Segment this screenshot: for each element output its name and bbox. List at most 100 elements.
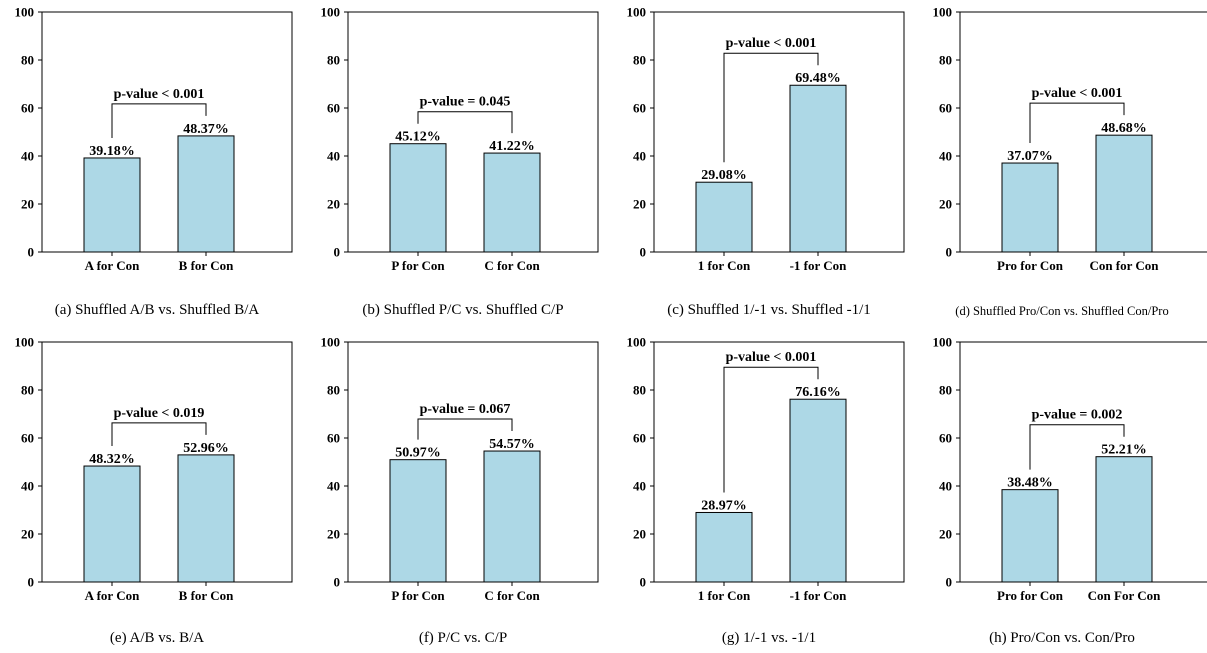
y-tick-label: 20	[633, 197, 646, 212]
y-tick-label: 20	[633, 527, 646, 542]
y-tick-label: 80	[633, 53, 646, 68]
x-tick-label: -1 for Con	[790, 258, 848, 273]
x-tick-label: 1 for Con	[698, 588, 751, 603]
significance-bracket	[723, 52, 819, 163]
plot-frame	[347, 11, 599, 253]
y-tick-label: 80	[939, 383, 952, 398]
chart-panel-g: 0 20 40 60 80 100 1 for Con 28.97% -1 for Con 76.…	[612, 330, 912, 620]
caption-e: (e) A/B vs. B/A	[109, 630, 205, 646]
x-tick-label: C for Con	[484, 588, 540, 603]
caption-c: (c) Shuffled 1/-1 vs. Shuffled -1/1	[667, 302, 871, 318]
y-tick-label: 80	[21, 53, 34, 68]
bar-chart-svg: 0 20 40 60 80 100 Pro for Con 38.48% Con For Con…	[933, 335, 1207, 603]
y-tick-label: 0	[946, 245, 953, 260]
plot-frame	[347, 341, 599, 583]
caption-g: (g) 1/-1 vs. -1/1	[721, 630, 817, 646]
y-tick-label: 100	[933, 335, 953, 350]
y-tick-label: 80	[21, 383, 34, 398]
y-tick-label: 60	[327, 101, 340, 116]
data-label: 38.48%	[1007, 476, 1053, 491]
y-tick-label: 20	[939, 527, 952, 542]
y-tick-label: 60	[21, 101, 34, 116]
plot-frame	[41, 11, 293, 253]
x-tick-label: Pro for Con	[997, 258, 1064, 273]
bar	[483, 152, 541, 253]
bar-chart-svg: 0 20 40 60 80 100 Pro for Con 37.07% Con for Con…	[933, 5, 1207, 273]
y-tick-label: 0	[946, 575, 953, 590]
data-label: 37.07%	[1007, 149, 1053, 164]
chart-panel-e: 0 20 40 60 80 100 A for Con 48.32% B for Con 52.9…	[0, 330, 300, 620]
x-tick-label: A for Con	[85, 588, 140, 603]
y-tick-label: 100	[627, 5, 647, 20]
data-label: 54.57%	[489, 437, 535, 452]
caption-a: (a) Shuffled A/B vs. Shuffled B/A	[54, 302, 260, 318]
y-tick-label: 60	[633, 431, 646, 446]
chart-panel-c: 0 20 40 60 80 100 1 for Con 29.08% -1 for Con 69.…	[612, 0, 912, 290]
data-label: 48.68%	[1101, 121, 1147, 136]
chart-panel-h: 0 20 40 60 80 100 Pro for Con 38.48% Con For Con…	[918, 330, 1207, 620]
bar-chart-svg: 0 20 40 60 80 100 P for Con 50.97% C for Con 54.5…	[321, 335, 599, 603]
plot-frame	[653, 341, 905, 583]
data-label: 48.32%	[89, 452, 135, 467]
y-tick-label: 20	[327, 197, 340, 212]
caption-b: (b) Shuffled P/C vs. Shuffled C/P	[362, 302, 564, 318]
bar	[483, 450, 541, 583]
x-tick-label: -1 for Con	[790, 588, 848, 603]
x-tick-label: B for Con	[179, 258, 234, 273]
y-tick-label: 40	[939, 149, 952, 164]
data-label: 39.18%	[89, 144, 135, 159]
p-value-label: p-value < 0.001	[726, 36, 817, 51]
y-tick-label: 20	[21, 527, 34, 542]
bar	[389, 459, 447, 583]
x-tick-label: Pro for Con	[997, 588, 1064, 603]
caption-f: (f) P/C vs. C/P	[418, 630, 508, 646]
y-tick-label: 40	[21, 479, 34, 494]
y-tick-label: 0	[28, 245, 35, 260]
p-value-label: p-value < 0.001	[114, 87, 205, 102]
data-label: 48.37%	[183, 122, 229, 137]
y-tick-label: 60	[633, 101, 646, 116]
significance-bracket	[111, 422, 207, 447]
bar	[83, 157, 141, 253]
y-tick-label: 80	[327, 53, 340, 68]
bar	[177, 454, 235, 583]
x-tick-label: B for Con	[179, 588, 234, 603]
x-tick-label: 1 for Con	[698, 258, 751, 273]
plot-frame	[959, 341, 1207, 583]
bar	[789, 84, 847, 253]
y-tick-label: 100	[627, 335, 647, 350]
y-tick-label: 0	[334, 575, 341, 590]
plot-frame	[959, 11, 1207, 253]
significance-bracket	[417, 418, 513, 440]
y-tick-label: 100	[321, 335, 341, 350]
y-tick-label: 20	[939, 197, 952, 212]
p-value-label: p-value < 0.019	[114, 406, 205, 421]
bar-chart-svg: 0 20 40 60 80 100 1 for Con 28.97% -1 for Con 76.…	[627, 335, 905, 603]
significance-bracket	[111, 103, 207, 138]
p-value-label: p-value = 0.002	[1032, 408, 1123, 423]
plot-frame	[653, 11, 905, 253]
x-tick-label: Con For Con	[1088, 588, 1161, 603]
y-tick-label: 60	[327, 431, 340, 446]
data-label: 45.12%	[395, 130, 441, 145]
bar-chart-svg: 0 20 40 60 80 100 A for Con 48.32% B for Con 52.9…	[15, 335, 293, 603]
y-tick-label: 40	[21, 149, 34, 164]
y-tick-label: 60	[939, 101, 952, 116]
y-tick-label: 100	[933, 5, 953, 20]
bar	[1095, 456, 1153, 583]
chart-panel-d: 0 20 40 60 80 100 Pro for Con 37.07% Con for Con…	[918, 0, 1207, 290]
data-label: 28.97%	[701, 498, 747, 513]
significance-bracket	[1029, 424, 1125, 470]
x-tick-label: Con for Con	[1089, 258, 1159, 273]
y-tick-label: 0	[640, 245, 647, 260]
y-tick-label: 60	[21, 431, 34, 446]
bar	[1095, 134, 1153, 253]
bar-chart-svg: 0 20 40 60 80 100 A for Con 39.18% B for Con 48.3…	[15, 5, 293, 273]
bar	[789, 398, 847, 583]
bar	[389, 143, 447, 253]
data-label: 52.96%	[183, 441, 229, 456]
x-tick-label: P for Con	[391, 258, 445, 273]
bar	[1001, 162, 1059, 253]
plot-frame	[41, 341, 293, 583]
x-tick-label: P for Con	[391, 588, 445, 603]
